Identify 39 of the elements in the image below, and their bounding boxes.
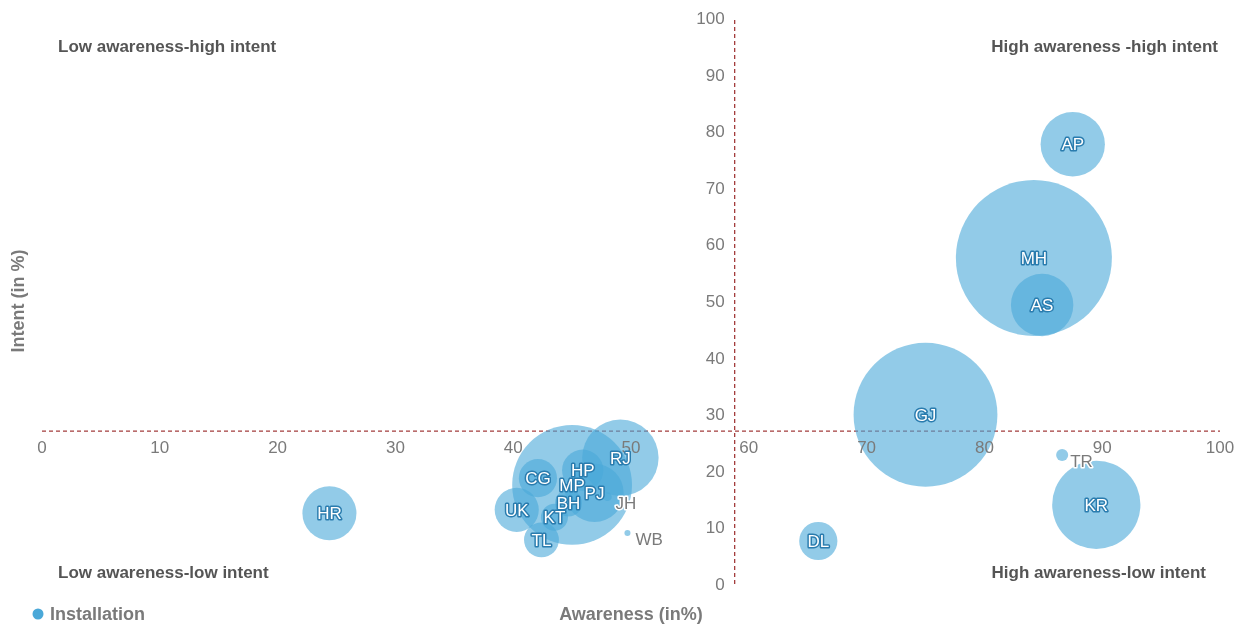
annotation: High awareness-low intent [991, 563, 1207, 582]
x-tick-label: 10 [150, 438, 170, 458]
annotation: MH [1020, 248, 1048, 268]
annotation: AP [1061, 135, 1085, 155]
annotation: WB [635, 530, 663, 550]
y-tick-label: 40 [705, 348, 725, 368]
annotation: Low awareness-low intent [58, 563, 269, 582]
annotation: TL [531, 530, 552, 550]
y-tick-label: 50 [705, 292, 725, 311]
annotation: KR [1084, 495, 1109, 515]
x-axis-title: Awareness (in%) [559, 604, 703, 624]
annotation: PJ [584, 483, 605, 503]
y-tick-label: 80 [705, 122, 725, 142]
y-axis-title: Intent (in %) [8, 249, 28, 353]
annotation: High awareness -high intent [991, 37, 1219, 56]
y-tick-label: 10 [705, 518, 725, 538]
y-tick-label: 90 [705, 65, 725, 85]
y-tick-label: 20 [705, 461, 725, 481]
x-tick-label: 0 [37, 438, 47, 458]
annotation: UK [504, 500, 530, 520]
y-tick-label: 60 [705, 235, 725, 255]
annotation: DL [807, 531, 830, 551]
y-tick-label: 0 [715, 575, 725, 594]
annotation: Low awareness-high intent [58, 37, 277, 56]
y-tick-label: 100 [696, 9, 725, 28]
annotation: AS [1030, 295, 1054, 315]
annotation: MP [559, 475, 585, 495]
x-tick-label: 100 [1205, 438, 1235, 458]
annotation: HR [317, 504, 342, 524]
annotation: CG [525, 469, 551, 489]
x-tick-label: 30 [385, 438, 405, 458]
x-tick-label: 90 [1092, 438, 1112, 458]
x-tick-label: 40 [503, 438, 523, 458]
y-tick-label: 30 [705, 405, 725, 425]
x-tick-label: 60 [739, 438, 759, 458]
annotation: GJ [914, 405, 937, 425]
x-tick-label: 20 [268, 438, 288, 458]
y-tick-label: 70 [705, 178, 725, 198]
legend-label: Installation [50, 604, 146, 624]
